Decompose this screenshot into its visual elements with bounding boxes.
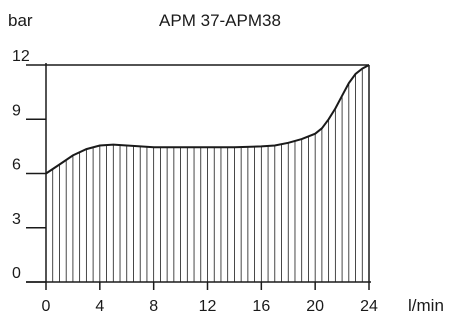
y-tick-label: 9 xyxy=(12,102,21,119)
y-axis-label: bar xyxy=(8,11,33,30)
plot-area: 0 3 6 9 12 0 4 8 12 16 20 24 xyxy=(12,48,378,315)
x-tick-label: 16 xyxy=(252,298,270,315)
x-tick-label: 8 xyxy=(149,298,158,315)
x-tick-label: 20 xyxy=(306,298,324,315)
x-tick-label: 12 xyxy=(199,298,217,315)
y-tick-label: 6 xyxy=(12,157,21,174)
x-tick-label: 0 xyxy=(42,298,51,315)
y-tick-label: 3 xyxy=(12,211,21,228)
y-tick-label: 0 xyxy=(12,265,21,282)
y-tick-label: 12 xyxy=(12,48,30,65)
series-line xyxy=(45,64,370,175)
x-tick-label: 4 xyxy=(95,298,104,315)
chart-title: APM 37-APM38 xyxy=(159,11,281,30)
x-axis-label: l/min xyxy=(408,296,444,315)
x-tick-label: 24 xyxy=(360,298,378,315)
